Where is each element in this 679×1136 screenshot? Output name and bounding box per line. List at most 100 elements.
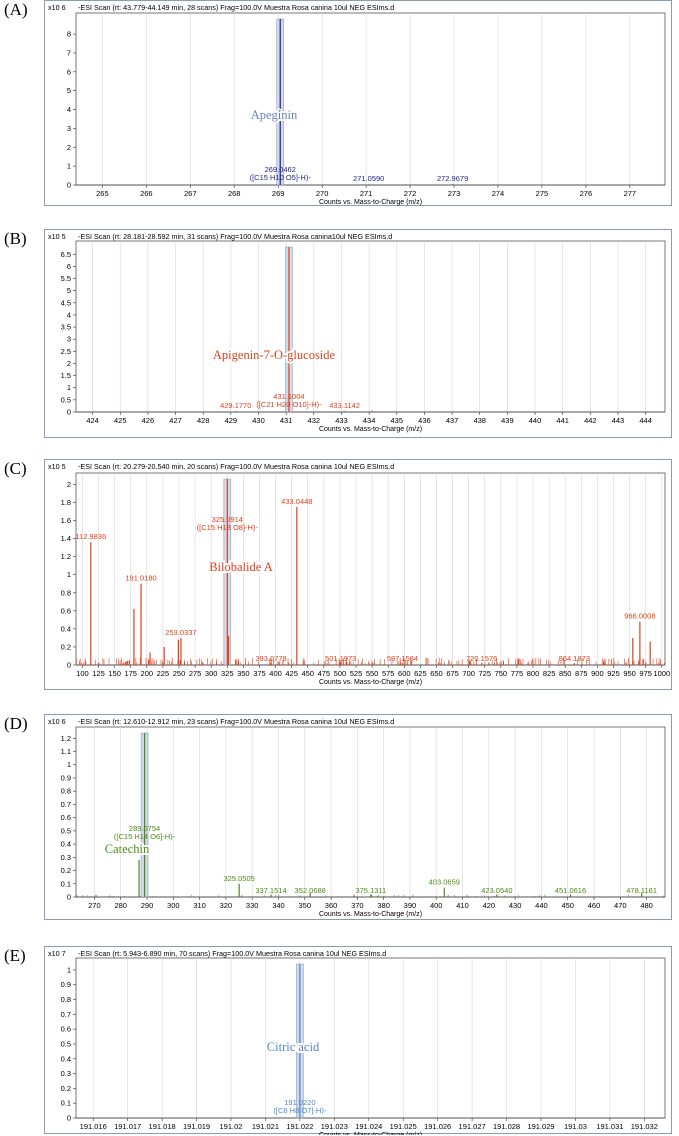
x-tick-label: 300 [205,669,218,678]
x-tick-label: 439 [501,416,514,425]
x-tick-label: 275 [536,189,549,198]
y-tick-label: 2 [67,480,71,489]
x-tick-label: 270 [316,189,329,198]
y-tick-label: 0.7 [61,1010,71,1019]
x-tick-label: 191.023 [321,1122,348,1131]
x-tick-label: 424 [86,416,99,425]
y-tick-label: 6 [67,262,71,271]
peak-label: 325.0914 [212,515,243,524]
y-tick-label: 0.2 [61,642,71,651]
x-tick-label: 410 [456,901,469,910]
y-scale-label: x10 6 [48,3,66,12]
y-tick-label: 0.6 [61,813,71,822]
y-tick-label: 0.3 [61,853,71,862]
noise-peaks [76,894,665,897]
y-tick-label: 1.4 [61,534,71,543]
x-tick-label: 432 [308,416,321,425]
compound-name: Apeginin [251,108,298,122]
x-tick-label: 273 [448,189,461,198]
panel-b: x10 5 -ESI Scan (rt: 28.181-28.592 min, 3… [44,229,672,438]
x-tick-label: 270 [88,901,101,910]
peak-label: 501.1973 [325,654,356,663]
y-tick-label: 0.5 [61,395,71,404]
x-tick-label: 480 [640,901,653,910]
scan-header: -ESI Scan (rt: 5.943-6.890 min, 70 scans… [78,949,386,958]
peak-formula: ([C6 H8 O7]-H)- [273,1106,326,1115]
x-tick-label: 444 [639,416,652,425]
peak-label: 191.0220 [284,1098,315,1107]
x-tick-label: 875 [575,669,588,678]
x-tick-label: 191.016 [80,1122,107,1131]
x-tick-label: 191.032 [631,1122,658,1131]
x-tick-label: 250 [173,669,186,678]
panel-c-label: (C) [4,459,27,478]
x-tick-label: 280 [114,901,127,910]
y-tick-label: 3.5 [61,323,71,332]
x-tick-label: 150 [108,669,121,678]
x-tick-label: 825 [543,669,556,678]
x-axis-label: Counts vs. Mass-to-Charge (m/z) [319,1132,422,1135]
x-tick-label: 350 [237,669,250,678]
x-tick-label: 436 [418,416,431,425]
x-tick-label: 390 [404,901,417,910]
x-tick-label: 500 [334,669,347,678]
x-tick-label: 675 [446,669,459,678]
x-tick-label: 310 [193,901,206,910]
panel-d-chart: x10 6 -ESI Scan (rt: 12.610-12.912 min, 2… [48,717,666,918]
x-tick-label: 725 [479,669,492,678]
x-tick-label: 100 [76,669,89,678]
panel-b-label: (B) [4,229,27,248]
peak-formula: ([C15 H18 O8]-H)- [197,523,259,532]
y-tick-label: 2 [67,359,71,368]
y-tick-label: 0.3 [61,1069,71,1078]
x-tick-label: 575 [382,669,395,678]
plot-frame [75,957,666,1119]
x-tick-label: 275 [189,669,202,678]
peak-label: 720.1576 [466,654,497,663]
compound-name: Apigenin-7-O-glucoside [213,348,336,362]
x-tick-label: 400 [430,901,443,910]
y-tick-label: 0.8 [61,787,71,796]
x-tick-label: 175 [124,669,137,678]
x-tick-label: 650 [430,669,443,678]
x-tick-label: 430 [252,416,265,425]
panel-e-chart: x10 7 -ESI Scan (rt: 5.943-6.890 min, 70 … [48,949,666,1135]
y-tick-label: 0.1 [61,1099,71,1108]
x-tick-label: 437 [446,416,459,425]
x-tick-label: 191.03 [564,1122,587,1131]
peak-label: 375.1311 [355,886,386,895]
peak-label: 433.1142 [329,401,360,410]
x-tick-label: 191.018 [149,1122,176,1131]
y-tick-label: 0 [67,893,71,902]
x-tick-label: 225 [157,669,170,678]
y-tick-label: 0.1 [61,879,71,888]
y-tick-label: 0.4 [61,840,71,849]
x-tick-label: 400 [269,669,282,678]
peak-label: 429.1770 [220,401,251,410]
x-tick-label: 925 [607,669,620,678]
x-tick-label: 470 [614,901,627,910]
y-tick-label: 1.2 [61,734,71,743]
scan-header: -ESI Scan (rt: 28.181-28.592 min, 31 sca… [78,232,392,241]
compound-name: Bilobalide A [209,560,273,574]
y-tick-label: 1 [67,162,71,171]
y-tick-label: 0.9 [61,773,71,782]
x-tick-label: 420 [483,901,496,910]
x-tick-label: 375 [253,669,266,678]
x-tick-label: 191.017 [114,1122,141,1131]
panel-d: x10 6 -ESI Scan (rt: 12.610-12.912 min, 2… [44,714,672,920]
x-tick-label: 425 [114,416,127,425]
x-axis-label: Counts vs. Mass-to-Charge (m/z) [319,426,422,433]
x-tick-label: 427 [169,416,182,425]
x-tick-label: 850 [559,669,572,678]
y-tick-label: 0.8 [61,995,71,1004]
y-tick-label: 0.6 [61,606,71,615]
x-tick-label: 429 [225,416,238,425]
peak-label: 864.1873 [559,654,590,663]
y-scale-label: x10 6 [48,717,66,726]
x-tick-label: 438 [473,416,486,425]
peak-label: 423.0540 [481,886,512,895]
panel-e-label: (E) [4,946,26,965]
peak-label: 597.1584 [387,654,418,663]
x-tick-label: 1000 [653,669,670,678]
